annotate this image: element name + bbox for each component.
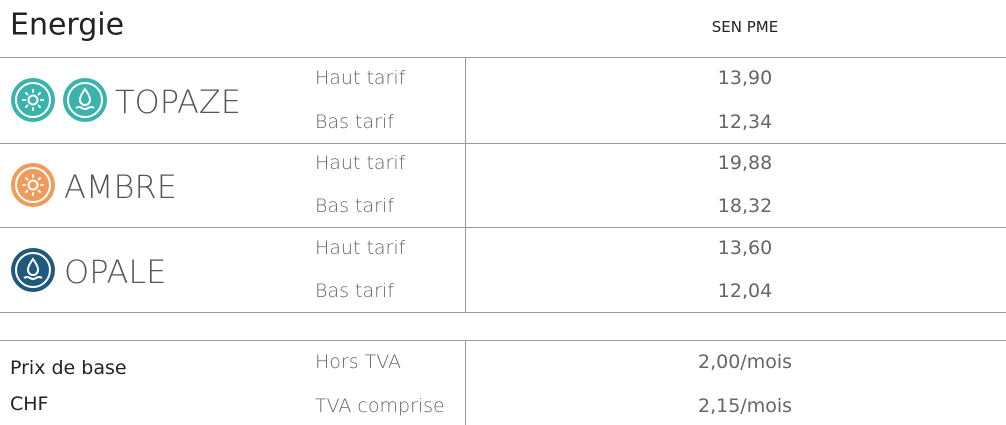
separator: [0, 143, 1006, 144]
base-unit: CHF: [10, 393, 49, 415]
tariff-value: 12,04: [717, 280, 773, 302]
separator: [0, 312, 1006, 313]
product-name: AMBRE: [64, 168, 177, 206]
tariff-label: Haut tarif: [315, 67, 406, 89]
tariff-value: 18,32: [717, 195, 773, 217]
tax-label: TVA comprise: [315, 395, 445, 417]
tax-label: Hors TVA: [315, 351, 402, 373]
water-icon: [11, 248, 55, 292]
separator: [0, 227, 1006, 228]
tariff-value: 19,88: [717, 152, 773, 174]
separator: [0, 57, 1006, 58]
separator: [0, 340, 1006, 341]
tariff-value: 13,60: [717, 237, 773, 259]
column-divider: [465, 340, 466, 425]
tariff-label: Haut tarif: [315, 237, 406, 259]
column-header: SEN PME: [711, 18, 779, 36]
tariff-value: 13,90: [717, 67, 773, 89]
base-value: 2,15/mois: [697, 395, 793, 417]
product-name: OPALE: [64, 253, 167, 291]
product-name: TOPAZE: [115, 83, 242, 121]
column-divider: [465, 57, 466, 312]
sun-icon: [11, 78, 55, 122]
base-label: Prix de base: [10, 357, 127, 379]
water-icon: [63, 78, 107, 122]
tariff-label: Haut tarif: [315, 152, 406, 174]
tariff-label: Bas tarif: [315, 195, 394, 217]
tariff-label: Bas tarif: [315, 280, 394, 302]
base-value: 2,00/mois: [697, 351, 793, 373]
tariff-label: Bas tarif: [315, 111, 394, 133]
title: Energie: [10, 7, 125, 43]
tariff-value: 12,34: [717, 111, 773, 133]
sun-icon: [11, 163, 55, 207]
